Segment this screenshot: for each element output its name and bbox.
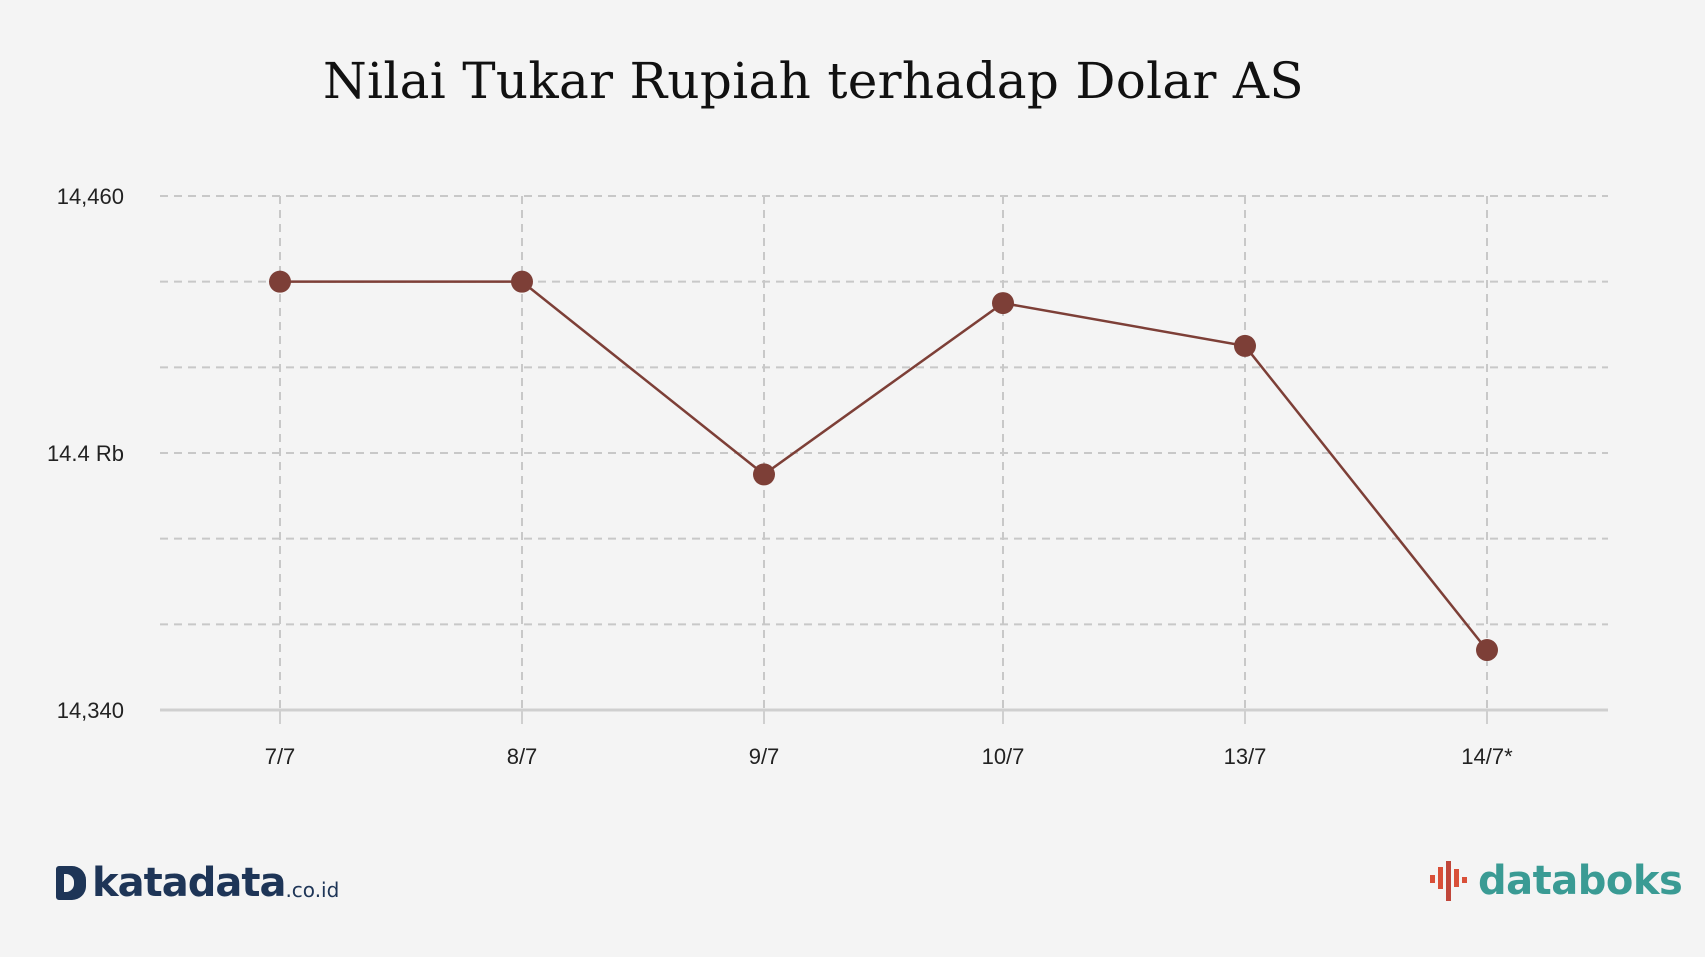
data-points	[269, 270, 1498, 662]
data-point[interactable]	[1476, 639, 1498, 662]
series-line	[280, 280, 1488, 651]
x-tick-label: 7/7	[265, 744, 296, 769]
databoks-brand: databoks	[1478, 858, 1683, 904]
data-point[interactable]	[1234, 334, 1256, 357]
x-tick-label: 10/7	[982, 744, 1025, 769]
databoks-bars-icon	[1428, 859, 1472, 903]
x-tick-label: 14/7*	[1461, 744, 1513, 769]
katadata-mark-icon	[56, 866, 86, 900]
katadata-brand: katadata	[92, 860, 286, 906]
data-point[interactable]	[992, 292, 1014, 315]
series-line-layer	[280, 280, 1488, 651]
data-point[interactable]	[753, 463, 775, 486]
x-tick-label: 9/7	[749, 744, 780, 769]
data-point[interactable]	[269, 270, 291, 293]
chart-title: Nilai Tukar Rupiah terhadap Dolar AS	[323, 52, 1304, 110]
y-tick-label: 14,340	[57, 698, 124, 723]
katadata-logo: katadata .co.id	[56, 860, 339, 906]
x-tick-label: 13/7	[1224, 744, 1267, 769]
y-tick-label: 14.4 Rb	[47, 441, 124, 466]
axes: 7/7 8/7 9/7 10/7 13/7 14/7* 14,460 14.4 Rb 14,34…	[47, 184, 1608, 769]
grid-lines	[160, 195, 1608, 710]
y-tick-label: 14,460	[57, 184, 124, 209]
katadata-suffix: .co.id	[285, 878, 340, 902]
databoks-logo: databoks	[1428, 858, 1683, 904]
data-point[interactable]	[511, 270, 533, 293]
x-tick-label: 8/7	[507, 744, 538, 769]
